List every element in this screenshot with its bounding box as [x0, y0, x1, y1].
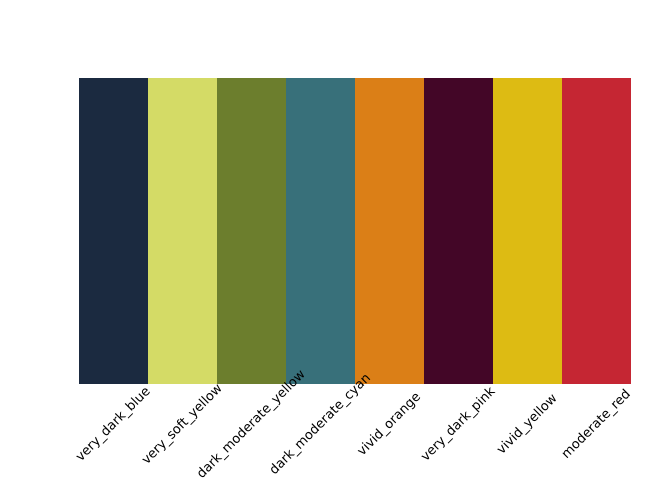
x-tick-label-vivid_orange: vivid_orange: [354, 389, 424, 460]
x-tick-label-dark_moderate_cyan: dark_moderate_cyan: [266, 370, 374, 478]
x-tick-label-very_dark_pink: very_dark_pink: [417, 384, 498, 465]
palette-swatch-vivid_yellow: [493, 78, 562, 384]
x-tick-label-very_dark_blue: very_dark_blue: [72, 384, 154, 465]
palette-swatch-dark_moderate_yellow: [217, 78, 286, 384]
palette-swatch-very_soft_yellow: [148, 78, 217, 384]
x-tick-label-very_soft_yellow: very_soft_yellow: [138, 381, 226, 468]
x-tick-label-moderate_red: moderate_red: [558, 386, 634, 462]
palette-swatch-very_dark_blue: [79, 78, 148, 384]
palette-swatch-dark_moderate_cyan: [286, 78, 355, 384]
palette-swatch-moderate_red: [562, 78, 631, 384]
x-tick-label-dark_moderate_yellow: dark_moderate_yellow: [193, 367, 309, 480]
palette-swatch-very_dark_pink: [424, 78, 493, 384]
x-tick-label-vivid_yellow: vivid_yellow: [493, 391, 561, 458]
palette-swatch-vivid_orange: [355, 78, 424, 384]
plot-area: [79, 78, 631, 384]
